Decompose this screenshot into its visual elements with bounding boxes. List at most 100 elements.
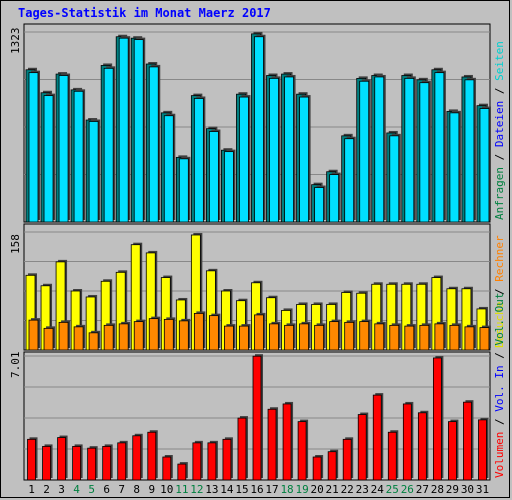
bar-dateien-24 [374,76,385,223]
x-tick-label-15: 15 [235,483,248,496]
x-tick-label-2: 2 [43,483,50,496]
x-tick-label-12: 12 [190,483,203,496]
bar-rechner-2 [43,327,54,351]
x-tick-label-28: 28 [431,483,444,496]
bar-dateien-22 [344,138,355,223]
bar-dateien-1 [28,72,39,223]
bar-volumen-24 [372,394,382,481]
x-tick-label-18: 18 [280,483,293,496]
right-axis-label: Anfragen / Dateien / Seiten [493,41,506,220]
bar-rechner-15 [239,325,249,351]
bar-rechner-23 [359,321,370,351]
bar-volumen-8 [132,435,142,481]
bar-dateien-28 [434,72,445,223]
bar-dateien-14 [224,151,234,223]
x-tick-label-8: 8 [133,483,140,496]
bar-dateien-10 [163,115,174,223]
bar-rechner-11 [178,320,189,351]
bar-volumen-10 [162,456,172,481]
x-tick-label-30: 30 [461,483,474,496]
bar-rechner-27 [419,324,430,351]
bar-rechner-26 [404,325,415,351]
bar-dateien-16 [254,36,264,223]
x-tick-label-11: 11 [175,483,188,496]
bar-dateien-7 [118,37,129,223]
bar-rechner-13 [208,315,219,351]
x-tick-label-20: 20 [311,483,324,496]
x-tick-label-7: 7 [118,483,125,496]
bar-rechner-22 [344,321,355,351]
bar-volumen-16 [252,355,262,481]
bar-dateien-5 [88,121,99,223]
chart-title: Tages-Statistik im Monat Maerz 2017 [18,6,271,20]
bar-volumen-7 [117,442,127,481]
bar-rechner-12 [193,313,204,351]
x-tick-label-6: 6 [103,483,110,496]
x-tick-label-19: 19 [295,483,308,496]
bar-volumen-23 [357,414,367,481]
x-tick-label-21: 21 [326,483,339,496]
x-tick-label-24: 24 [371,483,385,496]
bar-dateien-29 [449,112,460,223]
bar-rechner-24 [374,323,385,351]
x-tick-label-17: 17 [265,483,278,496]
bar-volumen-18 [282,403,292,481]
bar-volumen-2 [42,445,51,481]
bar-rechner-14 [224,325,234,351]
x-tick-label-31: 31 [476,483,489,496]
bar-volumen-9 [147,431,157,481]
bar-dateien-23 [359,80,370,223]
bar-dateien-20 [314,187,325,223]
bar-volumen-25 [387,431,397,481]
bar-dateien-17 [269,77,279,223]
bar-rechner-10 [163,318,174,351]
bar-volumen-14 [222,438,232,481]
x-tick-label-1: 1 [28,483,35,496]
bar-rechner-9 [148,318,159,351]
bar-rechner-25 [389,324,400,351]
bar-rechner-31 [479,327,490,351]
bar-rechner-20 [314,324,325,351]
bar-volumen-21 [327,451,337,481]
x-tick-label-9: 9 [148,483,155,496]
bar-volumen-19 [297,421,307,481]
bar-dateien-19 [299,96,309,223]
bar-rechner-3 [58,321,69,351]
x-tick-label-26: 26 [401,483,414,496]
bar-volumen-26 [402,403,412,481]
bar-rechner-29 [449,324,460,351]
bar-dateien-6 [103,67,114,223]
bar-dateien-26 [404,77,415,223]
bar-volumen-20 [312,456,322,481]
bar-rechner-1 [28,319,39,351]
bar-dateien-15 [239,96,249,223]
x-tick-label-4: 4 [73,483,80,496]
bar-rechner-19 [299,323,309,351]
x-tick-label-5: 5 [88,483,95,496]
y-max-label: 1323 [9,28,22,55]
bar-volumen-13 [207,442,217,481]
bar-dateien-12 [193,98,204,223]
bar-volumen-15 [237,417,247,481]
bar-dateien-3 [58,75,69,223]
right-axis-label: Besuche / Rechner [493,235,506,348]
x-tick-label-3: 3 [58,483,65,496]
bar-dateien-2 [43,95,54,223]
y-max-label: 7.01 [9,352,22,379]
bar-dateien-8 [133,39,144,223]
bar-dateien-25 [389,135,400,223]
bar-volumen-17 [267,408,277,481]
bar-rechner-17 [269,323,279,351]
bar-rechner-8 [133,321,144,351]
bar-dateien-30 [464,79,475,223]
bar-dateien-31 [479,108,490,223]
bar-volumen-28 [432,357,442,481]
bar-volumen-22 [342,438,352,481]
bar-rechner-5 [88,332,99,351]
bar-volumen-29 [448,421,457,481]
bar-volumen-1 [27,438,36,481]
bar-volumen-3 [57,437,66,481]
bar-dateien-21 [329,174,340,223]
bar-dateien-13 [208,131,219,223]
